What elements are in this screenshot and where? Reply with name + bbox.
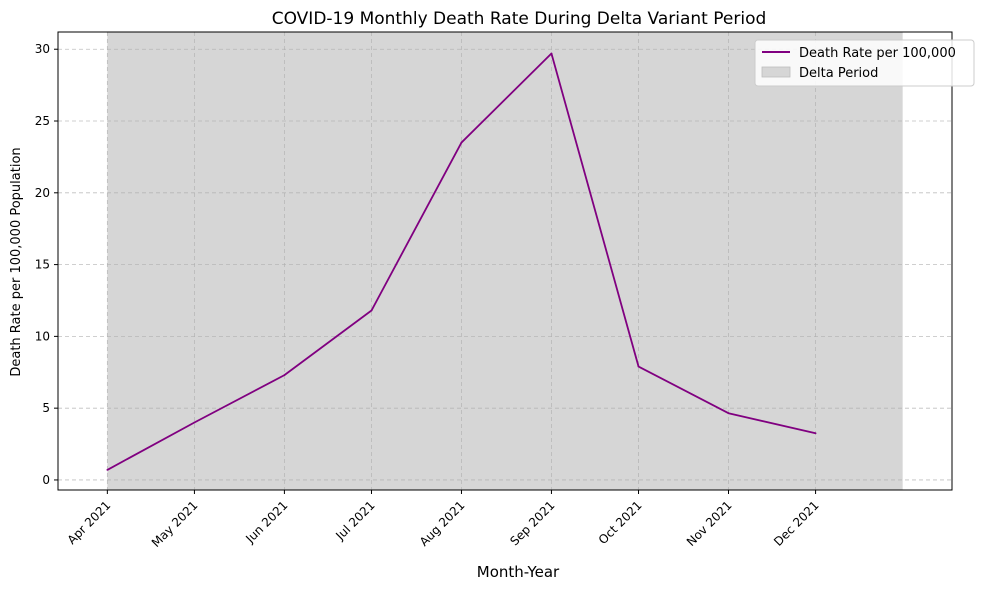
- x-axis-label: Month-Year: [477, 563, 560, 581]
- legend-box: [754, 39, 975, 87]
- shaded-region-layer: [107, 32, 903, 490]
- legend-label-series: Death Rate per 100,000: [799, 46, 956, 61]
- data-point: [370, 309, 373, 312]
- x-tick-label: Oct 2021: [596, 498, 645, 547]
- series-layer: [106, 52, 817, 471]
- data-point: [727, 412, 730, 415]
- x-tick-label: Nov 2021: [684, 498, 735, 549]
- data-point: [106, 468, 109, 471]
- x-tick-label: Jun 2021: [242, 498, 290, 546]
- data-point: [637, 365, 640, 368]
- data-point: [283, 374, 286, 377]
- data-point: [814, 432, 817, 435]
- delta-period-shading: [107, 32, 903, 490]
- y-tick-label: 5: [42, 401, 50, 415]
- x-tick-label: Sep 2021: [507, 498, 557, 548]
- data-point: [550, 52, 553, 55]
- y-tick-label: 10: [35, 329, 50, 343]
- y-ticks: 0 5 10 15 20 25 30: [35, 42, 58, 487]
- legend-patch-swatch: [761, 66, 791, 78]
- data-point: [460, 141, 463, 144]
- y-tick-label: 25: [35, 114, 50, 128]
- y-tick-label: 20: [35, 186, 50, 200]
- y-axis-label: Death Rate per 100,000 Population: [9, 147, 24, 376]
- y-tick-label: 30: [35, 42, 50, 56]
- x-tick-label: Dec 2021: [771, 498, 822, 549]
- y-tick-label: 15: [35, 258, 50, 272]
- x-tick-label: Apr 2021: [65, 498, 114, 547]
- legend: Death Rate per 100,000 Delta Period: [754, 39, 975, 87]
- chart-title: COVID-19 Monthly Death Rate During Delta…: [272, 9, 767, 29]
- x-tick-label: Aug 2021: [417, 498, 468, 549]
- y-tick-label: 0: [42, 473, 50, 487]
- legend-label-shaded: Delta Period: [799, 66, 878, 81]
- x-ticks: Apr 2021 May 2021 Jun 2021 Jul 2021 Aug 2021…: [65, 490, 822, 550]
- x-tick-label: May 2021: [149, 498, 201, 550]
- x-tick-label: Jul 2021: [332, 498, 377, 543]
- plot-frame: [57, 31, 953, 491]
- data-point: [193, 421, 196, 424]
